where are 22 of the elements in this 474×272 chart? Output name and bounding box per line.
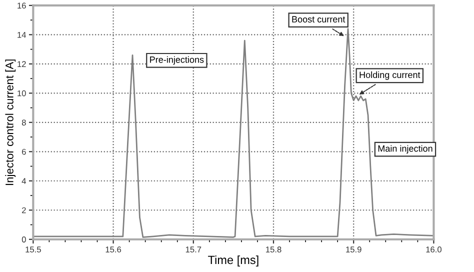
x-tick-label: 15.9 — [346, 246, 362, 252]
x-tick-label: 15.8 — [266, 246, 282, 252]
annotation: Boost current — [292, 16, 346, 22]
y-tick-label: 0 — [22, 236, 26, 242]
y-tick-label: 6 — [22, 148, 26, 155]
y-tick-label: 8 — [22, 120, 26, 126]
annotation: Main injection — [378, 145, 432, 154]
y-tick-label: 14 — [18, 32, 26, 38]
y-tick-label: 16 — [18, 2, 26, 9]
y-axis-title: Injector control current [A] — [5, 60, 16, 185]
x-axis-title: Time [ms] — [208, 255, 258, 266]
y-tick-label: 2 — [22, 207, 26, 214]
x-tick-label: 15.5 — [26, 246, 41, 252]
y-tick-label: 12 — [18, 61, 26, 67]
x-tick-label: 15.7 — [186, 246, 202, 252]
y-tick-label: 4 — [22, 178, 26, 184]
annotation: Holding current — [360, 71, 420, 80]
line-series — [33, 28, 434, 238]
x-tick-label: 16.0 — [426, 246, 442, 252]
x-tick-label: 15.6 — [106, 246, 122, 252]
annotation: Pre-injections — [150, 56, 204, 65]
y-tick-label: 10 — [18, 90, 26, 96]
